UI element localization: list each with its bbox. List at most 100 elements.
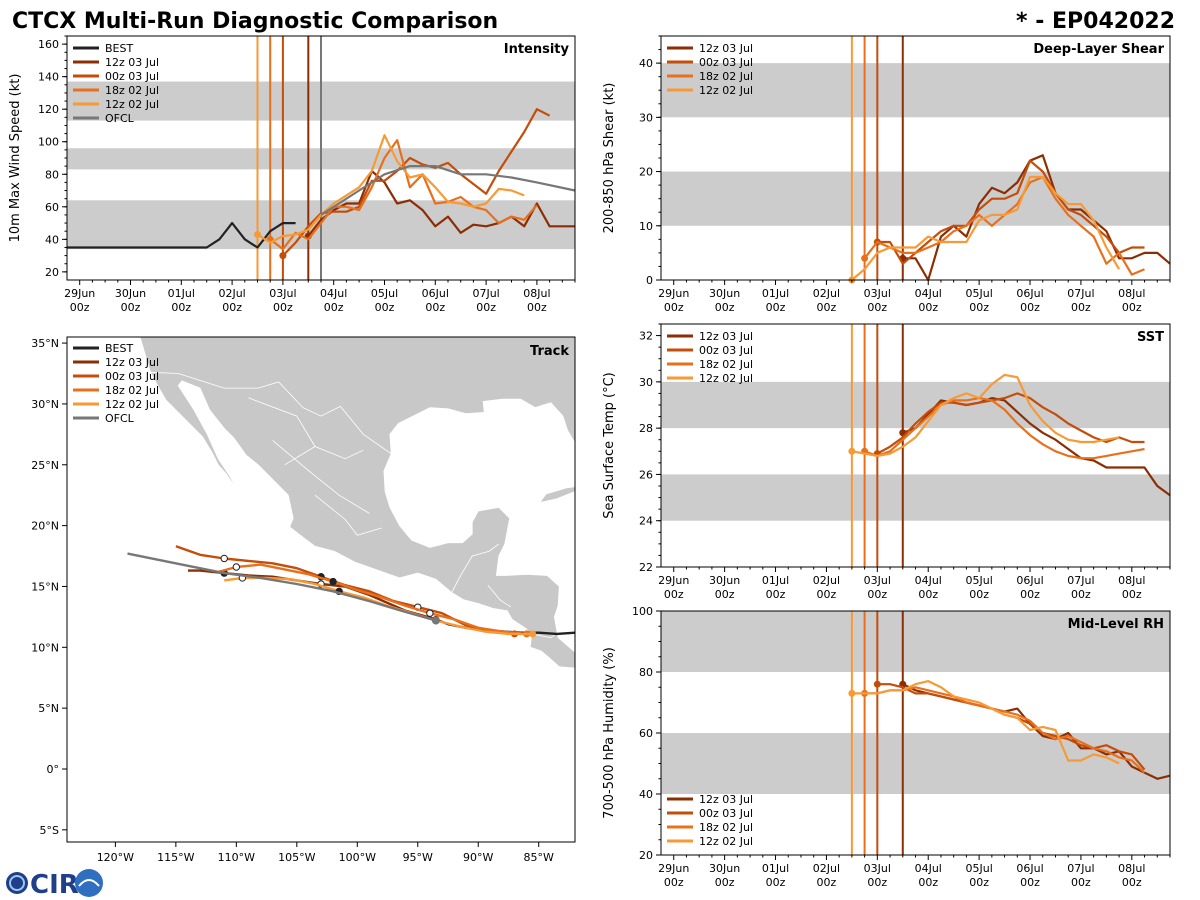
shear-xtick-label-date: 06Jul [1016,287,1043,300]
rh-series-18z-02-jul [864,686,1146,774]
track-border-guatemala [451,543,500,593]
track-ytick-label: 5°N [38,702,59,715]
intensity-legend-label-12z-02-jul: 12z 02 Jul [105,98,159,111]
sst-xtick-label-hour: 00z [969,588,989,601]
intensity-ytick-label: 160 [38,38,59,51]
rh-panel: 2040608010029Jun00z30Jun00z01Jul00z02Jul… [602,605,1171,889]
sst-xtick-label-hour: 00z [817,588,837,601]
rh-xtick-label-hour: 00z [867,876,887,889]
intensity-ytick-label: 120 [38,103,59,116]
shear-xtick-label-hour: 00z [715,301,735,314]
track-xtick-label: 90°W [463,851,493,864]
sst-xtick-label-hour: 00z [1020,588,1040,601]
shear-ytick-label: 10 [639,220,653,233]
sst-ytick-label: 32 [639,330,653,343]
sst-series-12z-02-jul [851,373,1120,457]
track-xtick-label: 105°W [278,851,315,864]
intensity-xtick-label-date: 04Jul [320,287,347,300]
sst-xtick-label-date: 30Jun [709,574,740,587]
shear-ytick-label: 40 [639,57,653,70]
intensity-start-marker-12z-02-jul [254,230,261,238]
intensity-start-marker-00z-03-jul [279,252,287,260]
sst-xtick-label-date: 06Jul [1016,574,1043,587]
intensity-xtick-label-hour: 00z [476,301,496,314]
track-panel: 35°N 30°N 25°N 20°N 15°N 10°N 5°N 0° 5°S 120°W 115… [31,336,576,864]
sst-xtick-label-hour: 00z [1122,588,1142,601]
shear-xtick-label-hour: 00z [664,301,684,314]
rh-xtick-label-hour: 00z [1122,876,1142,889]
shear-legend-label-18z-02-jul: 18z 02 Jul [699,70,753,83]
intensity-xtick-label-date: 01Jul [168,287,195,300]
rh-start-marker-00z-03-jul [873,680,881,688]
intensity-xtick-label-date: 29Jun [64,287,95,300]
intensity-ytick-label: 40 [45,233,59,246]
rh-shade-band-1 [661,611,1170,672]
rh-xtick-label-date: 08Jul [1118,862,1145,875]
rh-start-marker-12z-02-jul [848,689,856,697]
intensity-ytick-label: 60 [45,201,59,214]
shear-ytick-label: 0 [646,274,653,287]
track-legend-label-ofcl: OFCL [105,412,135,425]
rh-xtick-label-hour: 00z [1020,876,1040,889]
track-panel-title: Track [530,344,569,359]
track-day-marker-18z-02-jul [426,609,434,617]
rh-xtick-label-date: 02Jul [813,862,840,875]
track-xtick-label: 120°W [97,851,134,864]
intensity-ytick-label: 20 [45,266,59,279]
sst-xtick-label-date: 08Jul [1118,574,1145,587]
intensity-xtick-label-hour: 00z [375,301,395,314]
sst-panel: 22242628303229Jun00z30Jun00z01Jul00z02Ju… [602,323,1171,601]
intensity-panel: 2040608010012014016029Jun00z30Jun00z01Ju… [8,35,576,314]
shear-shade-band-0 [661,171,1170,226]
sst-xtick-label-hour: 00z [715,588,735,601]
rh-xtick-label-date: 07Jul [1067,862,1094,875]
rh-xtick-label-date: 29Jun [658,862,689,875]
track-xtick-label: 110°W [218,851,255,864]
sst-series-00z-03-jul [876,392,1145,455]
sst-plot-area [661,324,1170,567]
track-border-us-mexico [150,371,392,455]
shear-xtick-label-date: 29Jun [658,287,689,300]
track-border-nicaragua [530,633,555,639]
intensity-xtick-label-hour: 00z [121,301,141,314]
sst-legend-label-12z-03-jul: 12z 03 Jul [699,330,753,343]
intensity-xtick-label-date: 07Jul [472,287,499,300]
track-day-marker-18z-02-jul [329,577,337,586]
sst-legend-label-12z-02-jul: 12z 02 Jul [699,372,753,385]
intensity-legend-label-12z-03-jul: 12z 03 Jul [105,56,159,69]
shear-legend-label-12z-03-jul: 12z 03 Jul [699,42,753,55]
intensity-xtick-label-date: 06Jul [422,287,449,300]
rh-xtick-label-hour: 00z [817,876,837,889]
track-frame [66,336,576,843]
intensity-series-00z-03-jul [282,108,551,257]
sst-shade-band-1 [661,381,1170,429]
intensity-series-ofcl [320,165,576,216]
track-legend-label-12z-03-jul: 12z 03 Jul [105,356,159,369]
intensity-ylabel: 10m Max Wind Speed (kt) [8,74,23,243]
partner-logo-icon [75,869,103,897]
track-border-honduras [487,584,512,608]
shear-series-12z-03-jul [902,154,1171,282]
intensity-xtick-label-hour: 00z [171,301,191,314]
shear-legend-label-00z-03-jul: 00z 03 Jul [699,56,753,69]
sst-shade-band-0 [661,474,1170,521]
intensity-xtick-label-date: 02Jul [218,287,245,300]
track-land-cuba [538,486,575,504]
track-map-area [67,337,575,842]
shear-ylabel: 200-850 hPa Shear (kt) [602,83,617,234]
track-border-state [284,446,316,466]
shear-xtick-label-date: 04Jul [915,287,942,300]
track-ytick-label: 20°N [31,520,59,533]
shear-xtick-label-hour: 00z [1020,301,1040,314]
sst-xtick-label-date: 02Jul [813,574,840,587]
shear-xtick-label-hour: 00z [1071,301,1091,314]
rh-xtick-label-date: 03Jul [864,862,891,875]
sst-ytick-label: 30 [639,376,653,389]
sst-xtick-label-hour: 00z [766,588,786,601]
intensity-ytick-label: 140 [38,71,59,84]
rh-xtick-label-hour: 00z [1071,876,1091,889]
track-border-state [314,494,382,536]
track-ytick-label: 25°N [31,459,59,472]
shear-xtick-label-hour: 00z [766,301,786,314]
sst-ytick-label: 22 [639,561,653,574]
